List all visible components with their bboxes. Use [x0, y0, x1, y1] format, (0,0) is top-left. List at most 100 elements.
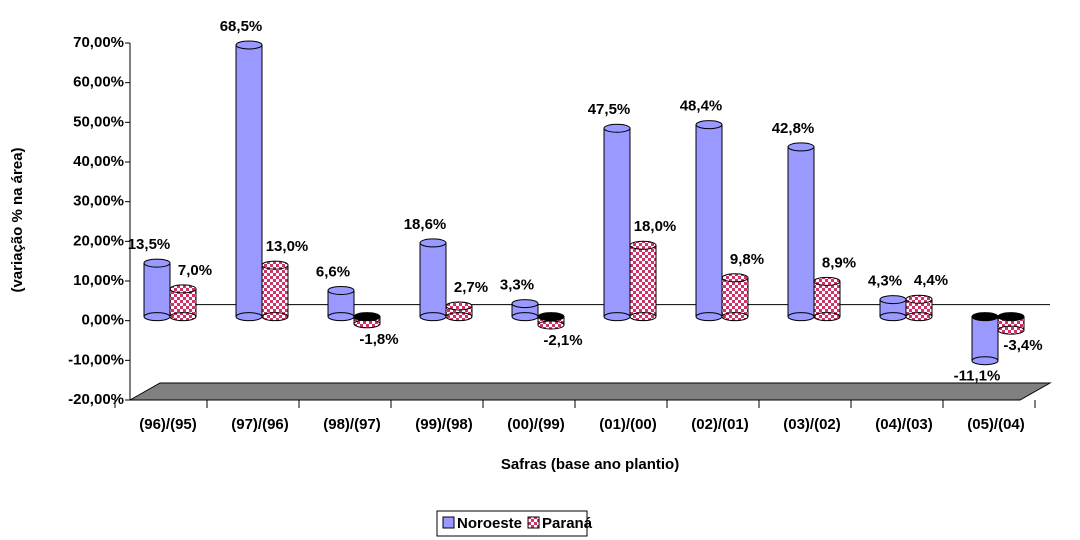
value-label: 6,6%: [316, 263, 350, 280]
bar: [603, 127, 631, 318]
x-tick-label: (02)/(01): [691, 416, 749, 433]
bar: [261, 264, 289, 318]
bar-base: [261, 312, 289, 322]
x-tick-label: (03)/(02): [783, 416, 841, 433]
bar-cap: [721, 273, 749, 283]
bar: [419, 242, 447, 318]
legend: Noroeste Paraná: [436, 510, 593, 537]
value-label: -2,1%: [543, 332, 582, 349]
bar-cap: [997, 312, 1025, 322]
bar-cap: [143, 258, 171, 268]
bar: [721, 277, 749, 318]
value-label: 9,8%: [730, 251, 764, 268]
x-axis-title: Safras (base ano plantio): [501, 456, 679, 473]
bar-cap: [905, 294, 933, 304]
y-tick-label: 30,00%: [73, 193, 124, 210]
y-tick-label: -20,00%: [68, 391, 124, 408]
bar-cap: [261, 260, 289, 270]
bar-base: [445, 312, 473, 322]
value-label: 13,5%: [128, 236, 171, 253]
bar-cap: [235, 40, 263, 50]
y-tick-label: -10,00%: [68, 351, 124, 368]
bar-cap: [879, 295, 907, 305]
bar-cap: [971, 312, 999, 322]
value-label: 2,7%: [454, 279, 488, 296]
bar: [143, 262, 171, 318]
bar-base: [787, 312, 815, 322]
bar-base: [143, 312, 171, 322]
legend-label: Paraná: [542, 515, 593, 532]
bar-base: [997, 325, 1025, 335]
value-label: 4,4%: [914, 272, 948, 289]
y-axis-title: (variação % na área): [9, 147, 26, 292]
bar-base: [879, 312, 907, 322]
bar: [971, 316, 999, 362]
bar-base: [537, 320, 565, 330]
x-tick-label: (96)/(95): [139, 416, 197, 433]
y-tick-label: 0,00%: [81, 312, 124, 329]
bar-base: [235, 312, 263, 322]
x-tick-label: (05)/(04): [967, 416, 1025, 433]
bar-base: [169, 312, 197, 322]
bar-cap: [603, 123, 631, 133]
bar-cap: [813, 276, 841, 286]
bar-cap: [537, 312, 565, 322]
bar-base: [971, 356, 999, 366]
legend-box: [436, 510, 588, 537]
bar-base: [721, 312, 749, 322]
legend-swatch: [527, 516, 540, 529]
bar: [813, 280, 841, 318]
bar-base: [327, 312, 355, 322]
bar-cap: [629, 240, 657, 250]
bar-base: [511, 312, 539, 322]
y-tick-label: 70,00%: [73, 34, 124, 51]
floor: [128, 382, 1052, 401]
value-label: 13,0%: [266, 238, 309, 255]
value-label: 68,5%: [220, 18, 263, 35]
value-label: 47,5%: [588, 101, 631, 118]
legend-label: Noroeste: [457, 515, 522, 532]
value-label: 48,4%: [680, 98, 723, 115]
value-label: -11,1%: [954, 368, 1001, 385]
bar-base: [813, 312, 841, 322]
bar-cap: [419, 238, 447, 248]
value-label: 18,0%: [634, 218, 677, 235]
value-label: 3,3%: [500, 277, 534, 294]
y-tick-label: 50,00%: [73, 113, 124, 130]
bar: [169, 288, 197, 318]
x-tick-label: (01)/(00): [599, 416, 657, 433]
value-label: -3,4%: [1003, 337, 1042, 354]
bar-base: [629, 312, 657, 322]
bar-cap: [353, 312, 381, 322]
x-tick-label: (98)/(97): [323, 416, 381, 433]
bar-base: [695, 312, 723, 322]
value-label: 8,9%: [822, 254, 856, 271]
bar: [787, 146, 815, 318]
x-tick-label: (00)/(99): [507, 416, 565, 433]
y-tick-label: 60,00%: [73, 74, 124, 91]
bar-cap: [169, 284, 197, 294]
x-tick-label: (99)/(98): [415, 416, 473, 433]
bar: [695, 124, 723, 318]
bar-base: [419, 312, 447, 322]
value-label: 7,0%: [178, 262, 212, 279]
value-label: 42,8%: [772, 120, 815, 137]
y-tick-label: 40,00%: [73, 153, 124, 170]
bar-cap: [511, 299, 539, 309]
value-label: 18,6%: [404, 216, 447, 233]
value-label: 4,3%: [868, 273, 902, 290]
x-tick-label: (97)/(96): [231, 416, 289, 433]
bar-cap: [327, 285, 355, 295]
bar-cap: [787, 142, 815, 152]
legend-swatch: [442, 516, 455, 529]
bar: [629, 244, 657, 318]
bar: [235, 44, 263, 318]
y-tick-label: 20,00%: [73, 232, 124, 249]
bar-cap: [445, 301, 473, 311]
value-label: -1,8%: [359, 331, 398, 348]
x-tick-label: (04)/(03): [875, 416, 933, 433]
bar-cap: [695, 120, 723, 130]
bar-base: [603, 312, 631, 322]
bar-base: [905, 312, 933, 322]
